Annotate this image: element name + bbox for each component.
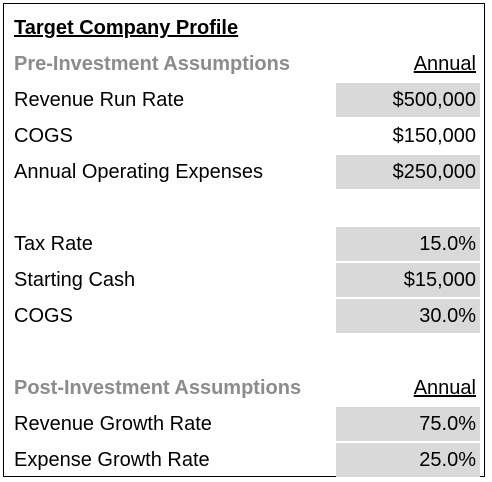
row-label: COGS xyxy=(14,305,73,327)
post-investment-header-row: Post-Investment Assumptions Annual xyxy=(8,370,480,406)
row-value: 15.0% xyxy=(336,227,480,261)
row-label: COGS xyxy=(14,125,73,147)
row-label: Expense Growth Rate xyxy=(14,449,210,471)
table-row: Annual Operating Expenses $250,000 xyxy=(8,154,480,190)
table-row: Revenue Run Rate $500,000 xyxy=(8,82,480,118)
row-label: Starting Cash xyxy=(14,269,136,291)
row-value: $500,000 xyxy=(336,83,480,117)
title-row: Target Company Profile xyxy=(8,10,480,46)
row-value: 75.0% xyxy=(336,407,480,441)
pre-investment-header-row: Pre-Investment Assumptions Annual xyxy=(8,46,480,82)
table-row: Revenue Growth Rate 75.0% xyxy=(8,406,480,442)
row-label: Annual Operating Expenses xyxy=(14,161,264,183)
table-row: COGS 30.0% xyxy=(8,298,480,334)
assumptions-table: Target Company Profile Pre-Investment As… xyxy=(3,3,485,477)
pre-investment-column-header: Annual xyxy=(413,53,476,75)
row-value: 30.0% xyxy=(336,299,480,333)
row-label: Revenue Run Rate xyxy=(14,89,185,111)
post-investment-column-header: Annual xyxy=(413,377,476,399)
post-investment-header: Post-Investment Assumptions xyxy=(14,377,302,399)
row-value: $15,000 xyxy=(336,263,480,297)
row-label: Tax Rate xyxy=(14,233,93,255)
table-title: Target Company Profile xyxy=(14,17,239,39)
row-value: 25.0% xyxy=(336,443,480,477)
table-row: Tax Rate 15.0% xyxy=(8,226,480,262)
table-row: Expense Growth Rate 25.0% xyxy=(8,442,480,478)
row-value: $150,000 xyxy=(392,125,476,147)
table-row: COGS $150,000 xyxy=(8,118,480,154)
pre-investment-header: Pre-Investment Assumptions xyxy=(14,53,290,75)
row-value: $250,000 xyxy=(336,155,480,189)
row-label: Revenue Growth Rate xyxy=(14,413,212,435)
table-row: Starting Cash $15,000 xyxy=(8,262,480,298)
